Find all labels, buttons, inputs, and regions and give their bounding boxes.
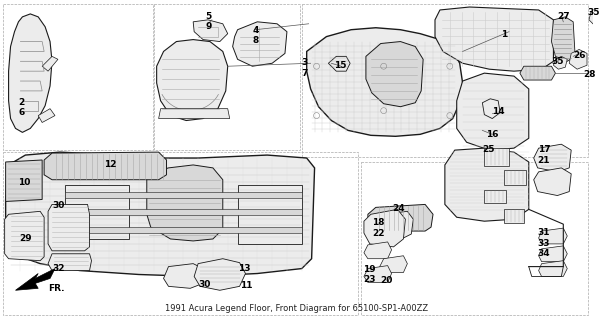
Text: 31
33
34: 31 33 34 — [538, 228, 550, 258]
Polygon shape — [482, 99, 500, 118]
Text: 32: 32 — [52, 264, 65, 273]
Polygon shape — [38, 109, 55, 123]
Text: 30: 30 — [52, 202, 64, 211]
Bar — [504, 170, 526, 185]
Polygon shape — [551, 17, 575, 61]
Polygon shape — [5, 211, 44, 261]
Text: 12: 12 — [104, 160, 117, 169]
Polygon shape — [193, 20, 228, 42]
Polygon shape — [5, 160, 42, 202]
Polygon shape — [364, 266, 392, 282]
Polygon shape — [380, 256, 407, 273]
Text: 2
6: 2 6 — [19, 98, 25, 117]
Text: 26: 26 — [573, 52, 586, 60]
Text: 13: 13 — [238, 264, 250, 273]
Polygon shape — [16, 268, 55, 290]
Polygon shape — [589, 10, 600, 26]
Polygon shape — [8, 14, 52, 132]
Bar — [504, 209, 524, 223]
Text: 10: 10 — [19, 178, 31, 187]
Bar — [2, 4, 153, 150]
Polygon shape — [368, 204, 433, 231]
Text: 24: 24 — [392, 204, 405, 213]
Polygon shape — [366, 42, 423, 107]
Polygon shape — [42, 56, 58, 71]
Text: 35: 35 — [587, 8, 599, 17]
Polygon shape — [328, 56, 350, 71]
Polygon shape — [147, 165, 223, 241]
Polygon shape — [435, 7, 553, 71]
Polygon shape — [65, 192, 302, 197]
Text: 1991 Acura Legend Floor, Front Diagram for 65100-SP1-A00ZZ: 1991 Acura Legend Floor, Front Diagram f… — [165, 304, 428, 313]
Polygon shape — [65, 185, 129, 239]
Polygon shape — [164, 264, 203, 288]
Text: 35: 35 — [551, 57, 564, 66]
Polygon shape — [445, 148, 529, 221]
Polygon shape — [534, 168, 571, 196]
Text: 11: 11 — [239, 281, 252, 291]
Text: 19
23: 19 23 — [363, 265, 376, 284]
Polygon shape — [44, 152, 167, 180]
Text: 18
22: 18 22 — [372, 218, 385, 238]
Polygon shape — [457, 73, 529, 150]
Text: 29: 29 — [19, 234, 32, 243]
Polygon shape — [238, 185, 302, 244]
Text: 3
7: 3 7 — [302, 58, 308, 78]
Polygon shape — [378, 211, 413, 239]
Polygon shape — [48, 254, 92, 270]
Polygon shape — [553, 56, 567, 69]
Bar — [361, 162, 588, 315]
Polygon shape — [48, 204, 89, 251]
Text: FR.: FR. — [48, 284, 65, 293]
Text: 5
9: 5 9 — [205, 12, 211, 31]
Text: 20: 20 — [381, 276, 393, 285]
Text: 4
8: 4 8 — [253, 26, 259, 45]
Polygon shape — [65, 227, 302, 233]
Polygon shape — [364, 242, 392, 259]
Polygon shape — [569, 50, 587, 69]
Polygon shape — [233, 22, 287, 66]
Polygon shape — [157, 40, 228, 121]
Text: 27: 27 — [557, 12, 570, 21]
Text: 28: 28 — [583, 70, 596, 79]
Polygon shape — [307, 28, 463, 136]
Polygon shape — [520, 66, 556, 80]
Polygon shape — [194, 259, 245, 290]
Polygon shape — [364, 209, 406, 247]
Polygon shape — [65, 209, 302, 215]
Text: 15: 15 — [334, 61, 347, 70]
Bar — [154, 4, 300, 150]
Polygon shape — [534, 144, 571, 172]
Text: 14: 14 — [492, 107, 505, 116]
Bar — [484, 148, 509, 166]
Text: 1: 1 — [501, 30, 508, 39]
Bar — [302, 4, 588, 157]
Text: 25: 25 — [482, 145, 495, 154]
Bar — [484, 190, 506, 204]
Text: 16: 16 — [487, 130, 499, 140]
Polygon shape — [5, 152, 314, 276]
Polygon shape — [539, 228, 567, 244]
Polygon shape — [539, 261, 567, 276]
Polygon shape — [158, 109, 230, 118]
Bar — [2, 152, 358, 315]
Polygon shape — [539, 246, 567, 262]
Text: 17
21: 17 21 — [538, 145, 550, 164]
Text: 30: 30 — [198, 280, 211, 289]
